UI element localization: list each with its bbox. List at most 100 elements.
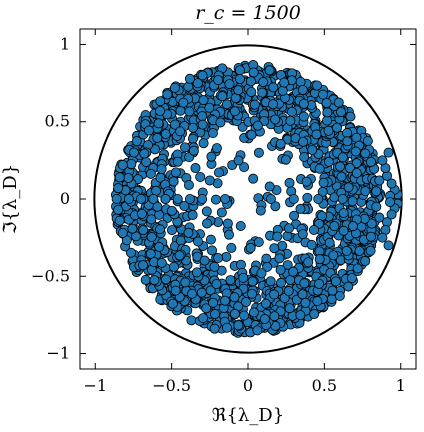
data-point (153, 118, 164, 129)
data-point (117, 227, 128, 238)
data-point (262, 261, 273, 272)
data-point (210, 194, 221, 205)
data-point (265, 193, 276, 204)
data-point (274, 253, 285, 264)
data-point (277, 85, 288, 96)
data-point (154, 224, 165, 235)
data-point (205, 234, 216, 245)
data-point (383, 240, 394, 251)
data-point (180, 142, 191, 153)
data-point (184, 193, 195, 204)
data-point (311, 129, 322, 140)
data-point (172, 193, 183, 204)
data-point (261, 253, 272, 264)
data-point (162, 89, 173, 100)
data-point (226, 242, 237, 253)
data-point (386, 178, 397, 189)
data-point (209, 323, 220, 334)
data-point (235, 220, 246, 231)
data-point (209, 309, 220, 320)
data-point (360, 186, 371, 197)
data-point (333, 97, 344, 108)
data-point (314, 254, 325, 265)
x-tick-label: 1 (396, 376, 406, 395)
data-point (217, 91, 228, 102)
data-point (385, 197, 396, 208)
data-point (156, 257, 167, 268)
data-point (247, 276, 258, 287)
data-point (365, 231, 376, 242)
data-point (252, 325, 263, 336)
data-point (295, 203, 306, 214)
data-point (334, 290, 345, 301)
y-tick-label: 0 (60, 189, 70, 208)
data-point (279, 77, 290, 88)
data-point (300, 297, 311, 308)
data-point (187, 122, 198, 133)
data-point (350, 146, 361, 157)
data-point (224, 229, 235, 240)
data-point (312, 296, 323, 307)
data-point (269, 243, 280, 254)
data-point (343, 281, 354, 292)
data-point (248, 173, 259, 184)
data-point (328, 250, 339, 261)
data-point (197, 70, 208, 81)
data-point (335, 161, 346, 172)
data-point (295, 310, 306, 321)
eigenvalue-points (110, 60, 403, 338)
data-point (188, 145, 199, 156)
data-point (336, 171, 347, 182)
data-point (286, 106, 297, 117)
data-point (245, 76, 256, 87)
data-point (383, 147, 394, 158)
data-point (126, 158, 137, 169)
data-point (260, 298, 271, 309)
data-point (172, 156, 183, 167)
data-point (190, 163, 201, 174)
data-point (252, 120, 263, 131)
data-point (202, 218, 213, 229)
data-point (208, 297, 219, 308)
data-point (324, 237, 335, 248)
data-point (136, 193, 147, 204)
y-tick-labels: −1 −0.5 0 0.5 1 (31, 34, 70, 362)
data-point (342, 136, 353, 147)
data-point (169, 261, 180, 272)
data-point (229, 292, 240, 303)
data-point (221, 322, 232, 333)
data-point (179, 200, 190, 211)
data-point (154, 105, 165, 116)
data-point (246, 129, 257, 140)
y-tick-label: −1 (46, 344, 70, 363)
data-point (167, 298, 178, 309)
data-point (312, 80, 323, 91)
data-point (341, 245, 352, 256)
data-point (343, 182, 354, 193)
data-point (377, 155, 388, 166)
data-point (215, 117, 226, 128)
data-point (298, 136, 309, 147)
data-point (264, 65, 275, 76)
data-point (175, 126, 186, 137)
data-point (323, 156, 334, 167)
data-point (371, 186, 382, 197)
data-point (284, 177, 295, 188)
data-point (233, 155, 244, 166)
data-point (302, 192, 313, 203)
data-point (113, 183, 124, 194)
unit-circle (93, 44, 403, 354)
data-point (201, 206, 212, 217)
data-point (342, 128, 353, 139)
data-point (216, 207, 227, 218)
data-point (136, 208, 147, 219)
data-point (259, 314, 270, 325)
data-point (123, 173, 134, 184)
data-point (246, 87, 257, 98)
data-point (183, 180, 194, 191)
data-point (336, 107, 347, 118)
data-point (183, 227, 194, 238)
data-point (166, 205, 177, 216)
data-point (221, 251, 232, 262)
data-point (297, 229, 308, 240)
